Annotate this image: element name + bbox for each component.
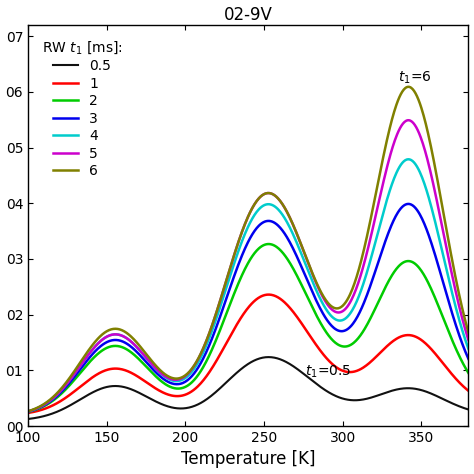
Text: $t_1$=0.5: $t_1$=0.5 bbox=[305, 364, 352, 380]
Title: 02-9V: 02-9V bbox=[224, 6, 273, 24]
Text: $t_1$=6: $t_1$=6 bbox=[398, 70, 432, 86]
X-axis label: Temperature [K]: Temperature [K] bbox=[181, 450, 316, 468]
Legend: 0.5, 1, 2, 3, 4, 5, 6: 0.5, 1, 2, 3, 4, 5, 6 bbox=[35, 32, 130, 185]
